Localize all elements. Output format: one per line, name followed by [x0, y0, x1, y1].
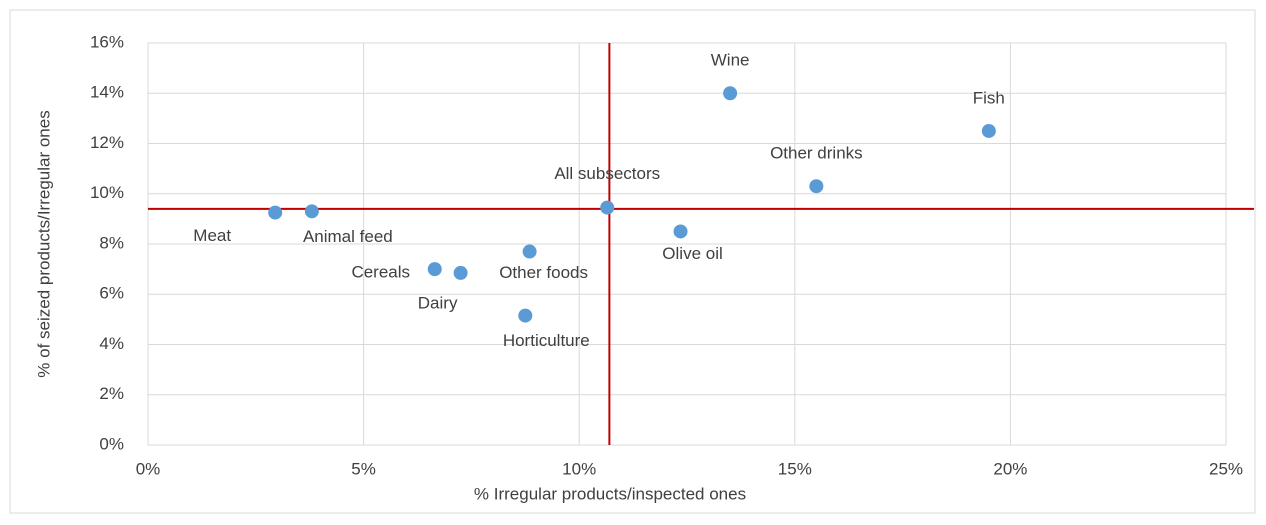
x-tick-label: 10% [562, 459, 596, 478]
data-point [981, 123, 996, 138]
data-label: Olive oil [662, 244, 722, 263]
x-tick-label: 0% [136, 459, 161, 478]
data-point [304, 204, 319, 219]
data-point [518, 308, 533, 323]
y-tick-label: 2% [99, 384, 124, 403]
y-tick-label: 0% [99, 434, 124, 453]
data-point [600, 200, 615, 215]
data-label: Meat [193, 226, 231, 245]
data-point [453, 265, 468, 280]
y-tick-label: 4% [99, 334, 124, 353]
x-tick-label: 25% [1209, 459, 1243, 478]
data-label: All subsectors [554, 164, 660, 183]
y-axis-title: % of seized products/Irregular ones [34, 110, 53, 377]
chart-frame [9, 9, 1256, 514]
data-point [809, 179, 824, 194]
y-tick-label: 14% [90, 83, 124, 102]
x-tick-label: 20% [993, 459, 1027, 478]
data-point [723, 86, 738, 101]
data-label: Other foods [499, 263, 588, 282]
y-tick-label: 16% [90, 32, 124, 51]
y-tick-label: 10% [90, 183, 124, 202]
data-label: Wine [711, 51, 750, 70]
x-tick-label: 5% [351, 459, 376, 478]
data-point [673, 224, 688, 239]
y-tick-label: 6% [99, 284, 124, 303]
data-point [427, 262, 442, 277]
data-point [522, 244, 537, 259]
data-label: Horticulture [503, 331, 590, 350]
data-label: Fish [973, 88, 1005, 107]
data-label: Cereals [351, 263, 410, 282]
data-point [268, 205, 283, 220]
y-tick-label: 12% [90, 133, 124, 152]
y-tick-label: 8% [99, 233, 124, 252]
x-tick-label: 15% [778, 459, 812, 478]
x-axis-title: % Irregular products/inspected ones [474, 484, 746, 503]
data-label: Dairy [418, 293, 458, 312]
data-label: Animal feed [303, 227, 393, 246]
data-label: Other drinks [770, 144, 863, 163]
